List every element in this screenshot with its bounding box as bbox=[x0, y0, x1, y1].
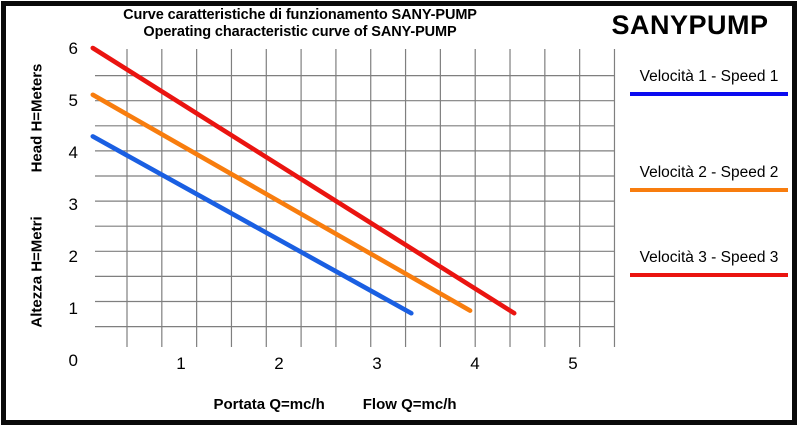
y-tick-label: 2 bbox=[69, 247, 78, 266]
y-tick-label: 5 bbox=[69, 91, 78, 110]
legend-item-speed-2: Velocità 2 - Speed 2 bbox=[630, 163, 788, 192]
x-axis-title: Portata Q=mc/h Flow Q=mc/h bbox=[75, 396, 595, 413]
y-tick-label: 3 bbox=[69, 195, 78, 214]
curve-speed-2 bbox=[90, 92, 473, 313]
y-tick-label: 0 bbox=[69, 351, 78, 370]
y-axis-title-en-text: Head H=Meters bbox=[28, 63, 46, 173]
curve-speed-1 bbox=[90, 134, 414, 316]
chart-title-line-1: Curve caratteristiche di funzionamento S… bbox=[123, 7, 477, 23]
y-tick-label: 1 bbox=[69, 299, 78, 318]
legend-label-speed-2: Velocità 2 - Speed 2 bbox=[639, 164, 779, 181]
x-tick-label: 3 bbox=[372, 354, 381, 373]
chart-title-line-2: Operating characteristic curve of SANY-P… bbox=[143, 24, 457, 40]
x-tick-label: 2 bbox=[274, 354, 283, 373]
y-tick-label: 6 bbox=[69, 39, 78, 58]
x-axis-title-en: Flow Q=mc/h bbox=[362, 396, 457, 413]
y-tick-label: 4 bbox=[69, 143, 78, 162]
x-tick-label: 4 bbox=[470, 354, 479, 373]
legend-line-speed-3 bbox=[630, 273, 788, 277]
legend-label-speed-1: Velocità 1 - Speed 1 bbox=[639, 68, 779, 85]
x-axis-title-it: Portata Q=mc/h bbox=[213, 396, 325, 413]
y-axis-title-it-text: Altezza H=Metri bbox=[28, 216, 46, 328]
legend-item-speed-3: Velocità 3 - Speed 3 bbox=[630, 248, 788, 277]
curve-speed-3 bbox=[90, 45, 517, 316]
x-tick-label: 5 bbox=[568, 354, 577, 373]
legend-line-speed-2 bbox=[630, 188, 788, 192]
legend-line-speed-1 bbox=[630, 92, 788, 96]
chart-title: Curve caratteristiche di funzionamento S… bbox=[0, 7, 600, 41]
brand-logo: SANYPUMP bbox=[611, 10, 769, 40]
legend-item-speed-1: Velocità 1 - Speed 1 bbox=[630, 67, 788, 96]
x-tick-label: 1 bbox=[176, 354, 185, 373]
legend-label-speed-3: Velocità 3 - Speed 3 bbox=[639, 249, 779, 266]
